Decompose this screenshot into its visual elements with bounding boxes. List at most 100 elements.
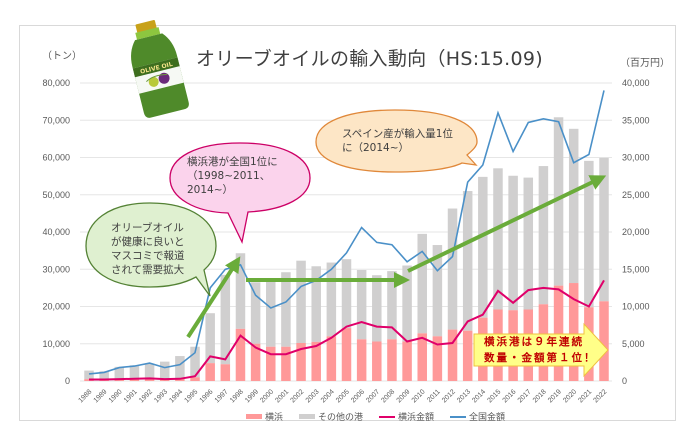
svg-text:15,000: 15,000 [622, 264, 650, 274]
svg-text:20,000: 20,000 [622, 227, 650, 237]
bar-yokohama [220, 364, 231, 381]
svg-text:2012: 2012 [441, 388, 457, 404]
bar-yokohama [341, 328, 352, 381]
svg-text:1993: 1993 [153, 388, 169, 404]
callout-spain-first-text: スペイン産が輸入量1位 に（2014~） [342, 128, 453, 154]
bar-yokohama [296, 343, 306, 381]
bar-other-ports [372, 275, 382, 342]
svg-text:1994: 1994 [168, 388, 184, 404]
bar-other-ports [553, 117, 564, 286]
left-axis-ticks: 0 10,000 20,000 30,000 40,000 50,000 60,000 70,… [42, 78, 70, 386]
svg-text:2017: 2017 [517, 388, 533, 404]
chart-title: オリーブオイルの輸入動向（HS:15.09) [196, 48, 544, 70]
svg-text:1989: 1989 [93, 388, 109, 404]
bar-other-ports [341, 259, 352, 329]
bar-yokohama [205, 363, 215, 381]
svg-text:2009: 2009 [396, 388, 412, 404]
bar-yokohama [129, 379, 140, 381]
bar-other-ports [311, 266, 321, 342]
bar-other-ports [402, 265, 412, 342]
callout-spain-first [315, 109, 478, 173]
bar-other-ports [114, 366, 125, 380]
svg-text:1988: 1988 [77, 388, 93, 404]
svg-text:2016: 2016 [502, 388, 518, 404]
bar-other-ports [296, 260, 306, 344]
bar-other-ports [144, 363, 155, 379]
svg-text:2003: 2003 [305, 388, 321, 404]
bar-other-ports [129, 365, 140, 380]
bar-yokohama [447, 329, 458, 381]
bar-other-ports [447, 208, 458, 330]
bar-yokohama [356, 339, 367, 381]
svg-text:2021: 2021 [577, 388, 593, 404]
svg-text:0: 0 [622, 376, 627, 386]
svg-text:2008: 2008 [380, 388, 396, 404]
svg-text:20,000: 20,000 [42, 302, 70, 312]
bar-other-ports [599, 157, 609, 302]
bar-other-ports [99, 371, 109, 380]
svg-text:2007: 2007 [365, 388, 381, 404]
bar-yokohama [266, 346, 276, 381]
bar-yokohama [553, 285, 564, 381]
svg-text:1991: 1991 [123, 388, 139, 404]
svg-text:2015: 2015 [486, 388, 502, 404]
svg-text:25,000: 25,000 [622, 190, 650, 200]
legend-label-yokohama: 横浜 [265, 413, 284, 423]
bar-yokohama [417, 333, 427, 381]
legend-item-yokohama-value: 横浜金額 [379, 410, 434, 423]
bar-yokohama [326, 336, 337, 381]
line-series [88, 90, 605, 381]
bar-yokohama [281, 346, 291, 381]
left-axis-unit: （トン） [42, 51, 82, 62]
legend-swatch-other-ports [299, 414, 316, 419]
line-yokohama-value [89, 279, 605, 381]
svg-text:2004: 2004 [320, 388, 336, 404]
svg-text:0: 0 [65, 376, 70, 386]
bar-other-ports [190, 346, 200, 378]
svg-text:50,000: 50,000 [42, 190, 70, 200]
bar-other-ports [417, 233, 427, 334]
right-axis-unit: （百万円） [620, 58, 670, 69]
callout-health-text: オリーブオイル が健康に良いと マスコミで報道 されて需要拡大 [111, 222, 185, 276]
bar-other-ports [387, 271, 397, 340]
bar-other-ports [538, 166, 549, 305]
legend-swatch-yokohama-value [379, 415, 396, 418]
svg-text:30,000: 30,000 [622, 153, 650, 163]
banner-arrow [473, 322, 609, 378]
bar-other-ports [205, 313, 215, 364]
svg-text:2022: 2022 [592, 388, 608, 404]
svg-text:1990: 1990 [108, 388, 124, 404]
bar-other-ports [159, 361, 170, 380]
legend-label-other-ports: その他の港 [318, 413, 364, 423]
svg-text:2001: 2001 [274, 388, 290, 404]
bar-other-ports [568, 128, 579, 284]
bar-other-ports [493, 168, 503, 310]
bar-yokohama [568, 283, 579, 381]
svg-text:2002: 2002 [290, 388, 306, 404]
bar-other-ports [84, 370, 94, 380]
legend-item-yokohama: 横浜 [246, 410, 283, 423]
bar-other-ports [250, 282, 261, 344]
svg-text:2013: 2013 [456, 388, 472, 404]
bar-other-ports [326, 262, 337, 337]
svg-text:1992: 1992 [138, 388, 154, 404]
x-axis-ticks: 1988 1989 1990 1991 1992 1993 1994 1995 1996 1997… [77, 388, 608, 404]
svg-text:2000: 2000 [259, 388, 275, 404]
svg-text:10,000: 10,000 [42, 339, 70, 349]
svg-text:1998: 1998 [229, 388, 245, 404]
bar-other-ports [584, 160, 594, 308]
legend-item-national-value: 全国金額 [450, 410, 505, 423]
right-axis-ticks: 0 5,000 10,000 15,000 20,000 25,000 30,000 35,0… [622, 78, 650, 386]
bar-other-ports [478, 176, 488, 318]
svg-text:2020: 2020 [562, 388, 578, 404]
legend-swatch-national-value [450, 415, 467, 418]
bar-yokohama [387, 339, 397, 381]
bar-series [84, 117, 609, 381]
svg-text:30,000: 30,000 [42, 264, 70, 274]
bar-other-ports [356, 269, 367, 340]
callout-health [85, 202, 217, 297]
bar-yokohama [190, 377, 200, 381]
bar-other-ports [508, 175, 518, 311]
svg-text:80,000: 80,000 [42, 78, 70, 88]
